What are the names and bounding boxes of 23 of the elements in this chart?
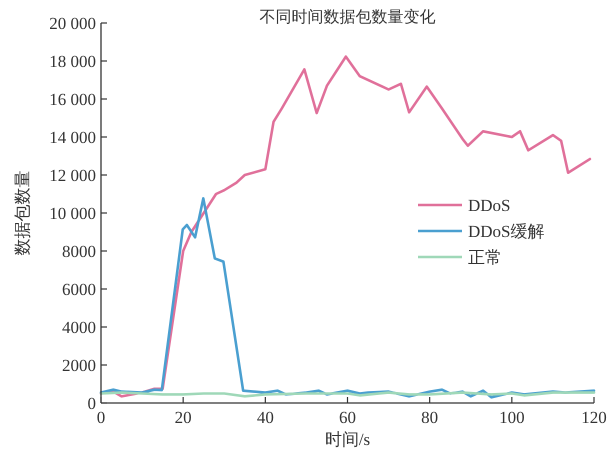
y-tick-label: 6000 xyxy=(62,280,96,299)
x-tick-label: 40 xyxy=(256,408,274,427)
y-tick-label: 0 xyxy=(88,394,96,413)
y-tick-label: 14 000 xyxy=(49,128,96,147)
x-axis-title: 时间/s xyxy=(324,430,370,449)
y-tick-label: 10 000 xyxy=(49,204,96,223)
legend-label: DDoS缓解 xyxy=(468,222,545,241)
y-tick-label: 4000 xyxy=(62,318,96,337)
legend-label: DDoS xyxy=(468,196,511,215)
x-tick-label: 120 xyxy=(581,408,607,427)
x-tick-label: 60 xyxy=(339,408,356,427)
y-tick-label: 16 000 xyxy=(49,90,96,109)
legend-label: 正常 xyxy=(468,248,502,267)
y-tick-label: 2000 xyxy=(62,356,96,375)
x-tick-label: 20 xyxy=(174,408,192,427)
y-tick-label: 8000 xyxy=(62,242,96,261)
x-tick-label: 80 xyxy=(421,408,438,427)
y-tick-label: 12 000 xyxy=(49,166,96,185)
chart-title: 不同时间数据包数量变化 xyxy=(260,8,436,26)
y-axis-title: 数据包数量 xyxy=(13,170,32,256)
x-tick-label: 100 xyxy=(499,408,525,427)
y-tick-label: 20 000 xyxy=(49,14,96,33)
y-tick-label: 18 000 xyxy=(49,52,96,71)
